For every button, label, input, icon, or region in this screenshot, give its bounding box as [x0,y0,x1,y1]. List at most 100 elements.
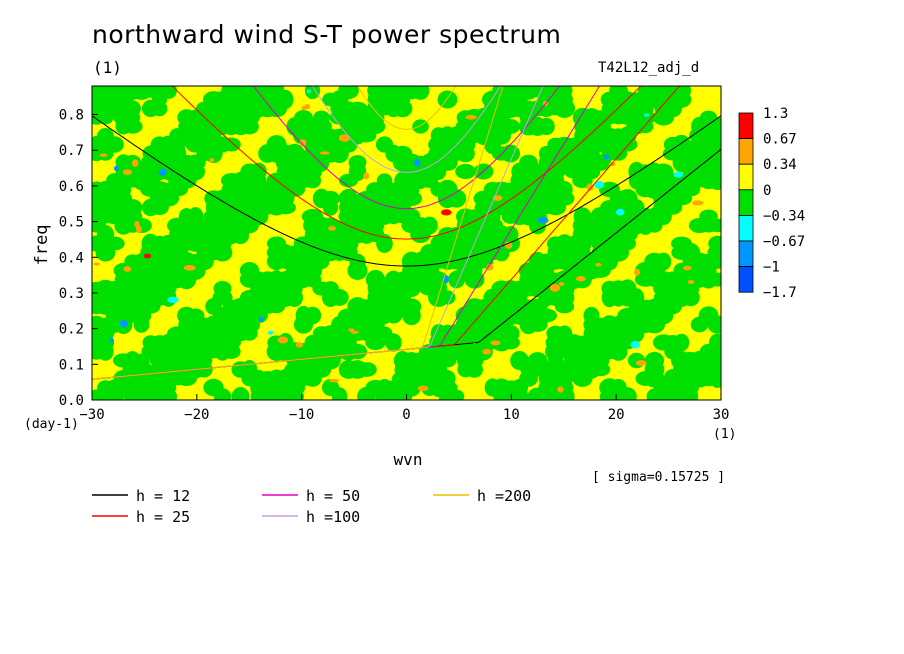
colorbar-swatch [738,266,754,293]
field-patch [122,169,132,175]
field-patch [133,316,150,333]
field-patch [293,315,314,334]
field-patch [231,387,250,400]
colorbar-label: 0 [763,183,771,199]
field-patch [119,319,128,328]
field-patch [295,342,303,348]
field-patch [673,171,683,178]
legend-label: h = 12 [136,487,190,505]
field-patch [594,180,605,189]
field-patch [455,163,476,180]
field-patch [708,170,721,191]
field-patch [466,361,483,378]
field-patch [652,109,675,126]
field-patch [277,336,289,344]
colorbar-label: −1.7 [763,285,797,301]
x-tick-label: 10 [503,407,520,423]
field-patch [590,263,611,278]
field-patch [609,146,628,161]
field-patch [707,218,721,233]
field-patch [501,335,520,350]
x-axis: −30 −20 −10 0 10 20 30 [79,394,729,423]
field-patch [93,262,100,266]
legend-label: h = 25 [136,508,190,526]
field-patch [122,119,143,134]
field-patch [95,243,116,262]
field-patch [267,330,274,335]
field-patch [275,200,296,215]
field-patch [347,343,368,360]
field-patch [329,378,340,383]
field-patch [241,326,258,341]
field-patch [440,209,452,216]
field-patch [707,315,721,334]
field-patch [417,385,429,392]
x-tick-label: −10 [289,407,314,423]
field-patch [204,143,223,164]
field-patch [683,265,692,271]
field-patch [643,315,666,334]
field-patch [692,200,704,206]
field-patch [350,330,359,334]
dispersion-curve [357,86,456,130]
field-patch [356,362,377,377]
x-tick-label: 20 [608,407,625,423]
field-patch [538,117,555,136]
x-tick-label: 0 [402,407,410,423]
y-tick-label: 0.3 [59,286,84,302]
field-patch [603,154,610,160]
field-patch [356,128,377,143]
colorbar-swatch [738,112,754,140]
field-patch [559,281,565,286]
field-patch [616,208,625,216]
field-patch [348,328,355,332]
colorbar-label: 0.34 [763,157,797,173]
field-patch [303,172,322,189]
field-patch [158,168,167,176]
field-patch [131,159,139,168]
field-patch [527,317,548,332]
field-patch [687,280,695,285]
field-patch [322,199,339,216]
dispersion-curve [311,86,502,173]
field-patch [231,224,250,245]
dispersion-curve [92,86,504,380]
run-label: T42L12_adj_d [598,60,700,76]
field-patch [196,361,213,378]
field-patch [304,86,321,100]
field-patch [357,386,376,400]
field-patch [411,86,430,100]
field-patch [633,268,641,276]
field-patch [510,387,529,400]
field-patch [465,115,477,120]
field-patch [306,89,311,94]
field-patch [392,388,413,400]
field-patch [595,262,602,267]
field-patch [464,270,485,289]
field-patch [456,144,475,163]
field-patch [537,217,549,224]
field-patch [384,307,403,324]
field-patch [159,388,178,400]
y-axis-label: freq [32,225,52,266]
field-patch [448,389,465,400]
colorbar-label: 1.3 [763,106,788,122]
field-patch [113,165,119,172]
x-tick-label: −20 [184,407,209,423]
field-patch [338,134,351,142]
colorbar-swatch [738,240,754,268]
field-patch [285,388,304,400]
field-patch [618,387,637,400]
y-tick-label: 0.2 [59,322,84,338]
field-patch [635,360,647,366]
colorbar-swatch [738,138,754,165]
field-patch [549,283,561,292]
field-patch [97,146,114,161]
field-patch [482,348,492,355]
field-patch [590,362,611,377]
field-patch [109,337,114,343]
field-patch [304,103,310,110]
legend-label: h = 50 [306,487,360,505]
field-patch [643,113,650,117]
